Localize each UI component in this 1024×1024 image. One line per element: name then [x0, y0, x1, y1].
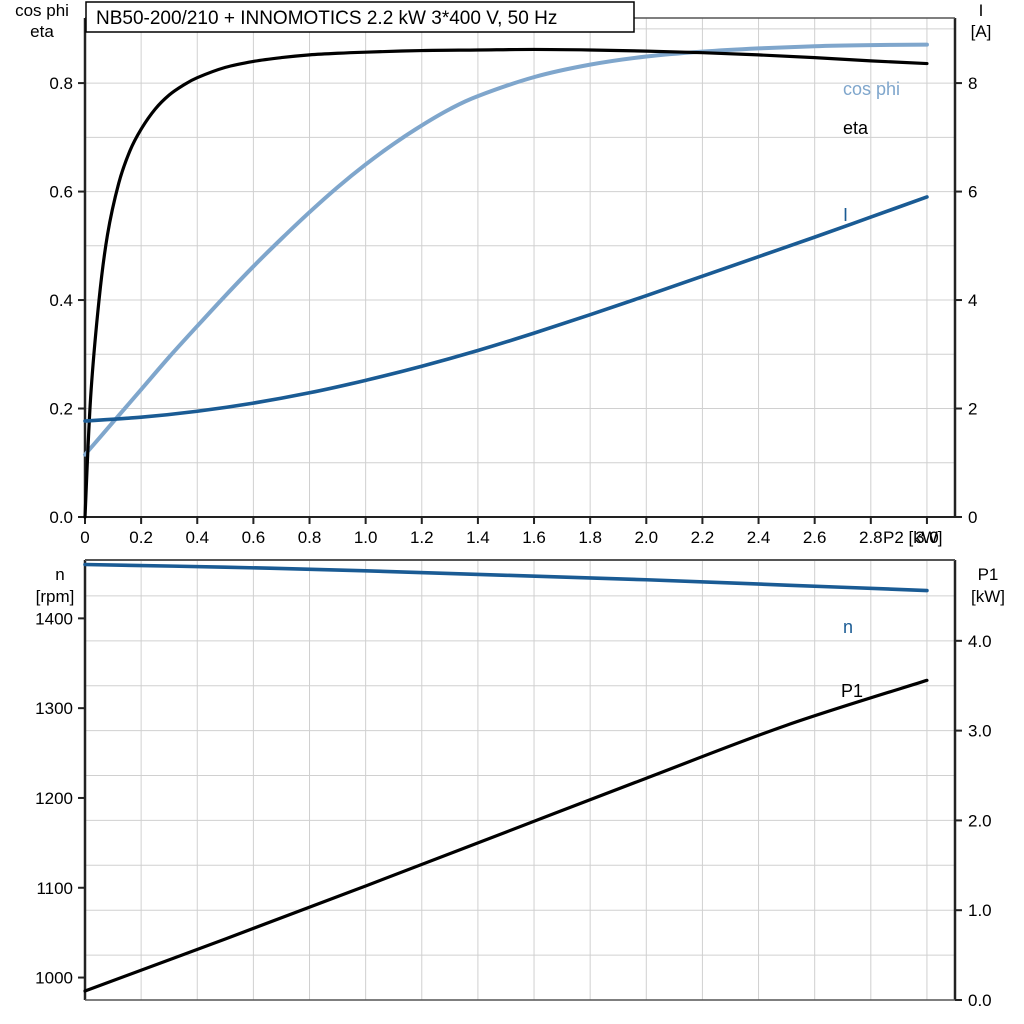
bottom-left-tick-label: 1200 — [35, 789, 73, 808]
top-x-tick-label: 0.8 — [298, 528, 322, 547]
top-x-tick-label: 0.6 — [242, 528, 266, 547]
bottom-left-tick-label: 1100 — [36, 879, 73, 898]
top-left-tick-label: 0.0 — [49, 508, 73, 527]
top-x-tick-label: 1.6 — [522, 528, 546, 547]
bottom-chart-group: 1000 1100 1200 1300 1400 0.0 1.0 2.0 3.0 4.0 n [rpm… — [35, 559, 1005, 1010]
bottom-right-axis-title-2: [kW] — [971, 587, 1005, 606]
series-speed — [83, 562, 929, 593]
top-right-tick-label: 0 — [968, 508, 977, 527]
series-label-eta: eta — [843, 118, 869, 138]
top-plot-area — [85, 18, 955, 517]
top-x-tick-label: 2.2 — [691, 528, 715, 547]
bottom-left-tick-label: 1400 — [35, 609, 73, 628]
bottom-right-tick-label: 4.0 — [968, 632, 992, 651]
series-eta — [83, 47, 929, 519]
bottom-left-tick-label: 1000 — [35, 969, 73, 988]
title-box — [85, 1, 635, 33]
bottom-right-axis-title-1: P1 — [978, 565, 999, 584]
bottom-left-tick-label: 1300 — [35, 699, 73, 718]
top-x-tick-label: 0.2 — [129, 528, 153, 547]
top-x-axis-title: P2 [kW] — [883, 528, 943, 547]
series-label-cos-phi: cos phi — [843, 79, 900, 99]
top-x-tick-label: 2.8 — [859, 528, 883, 547]
top-right-axis-title-1: I — [979, 1, 984, 20]
series-cos-phi — [83, 42, 929, 457]
top-left-axis-title-1: cos phi — [15, 1, 69, 20]
top-left-tick-label: 0.2 — [49, 400, 73, 419]
top-right-tick-label: 6 — [968, 183, 977, 202]
bottom-left-axis-title-1: n — [55, 565, 64, 584]
top-x-tick-label: 1.8 — [578, 528, 602, 547]
top-right-tick-label: 8 — [968, 74, 977, 93]
top-x-tick-label: 3.0 — [915, 528, 939, 547]
top-x-tick-label: 1.4 — [466, 528, 490, 547]
bottom-left-axis-title-2: [rpm] — [36, 587, 75, 606]
bottom-right-tick-label: 3.0 — [968, 722, 992, 741]
top-right-tick-label: 4 — [968, 291, 977, 310]
bottom-right-tick-label: 2.0 — [968, 811, 992, 830]
top-left-tick-label: 0.6 — [49, 183, 73, 202]
top-x-tick-label: 0.4 — [185, 528, 209, 547]
series-current — [83, 195, 929, 423]
top-left-axis-title-2: eta — [30, 22, 54, 41]
series-power — [83, 678, 929, 993]
top-x-tick-label: 2.4 — [747, 528, 771, 547]
top-x-tick-label: 2.0 — [634, 528, 658, 547]
top-left-tick-label: 0.4 — [49, 291, 73, 310]
top-chart-group: 0.0 0.2 0.4 0.6 0.8 0 2 4 6 8 0 0.2 0.4 0.6 0.8 1.0 1.2 1… — [15, 1, 991, 547]
top-x-tick-label: 0 — [80, 528, 89, 547]
top-left-tick-label: 0.8 — [49, 74, 73, 93]
series-label-current: I — [843, 205, 848, 225]
chart-title: NB50-200/210 + INNOMOTICS 2.2 kW 3*400 V… — [96, 8, 557, 29]
top-right-tick-label: 2 — [968, 400, 977, 419]
top-x-tick-label: 1.0 — [354, 528, 378, 547]
top-x-tick-label: 1.2 — [410, 528, 434, 547]
series-label-power: P1 — [841, 681, 863, 701]
top-x-tick-label: 2.6 — [803, 528, 827, 547]
bottom-right-tick-label: 0.0 — [968, 991, 992, 1010]
series-label-speed: n — [843, 617, 853, 637]
bottom-right-tick-label: 1.0 — [968, 901, 992, 920]
top-right-axis-title-2: [A] — [971, 22, 992, 41]
